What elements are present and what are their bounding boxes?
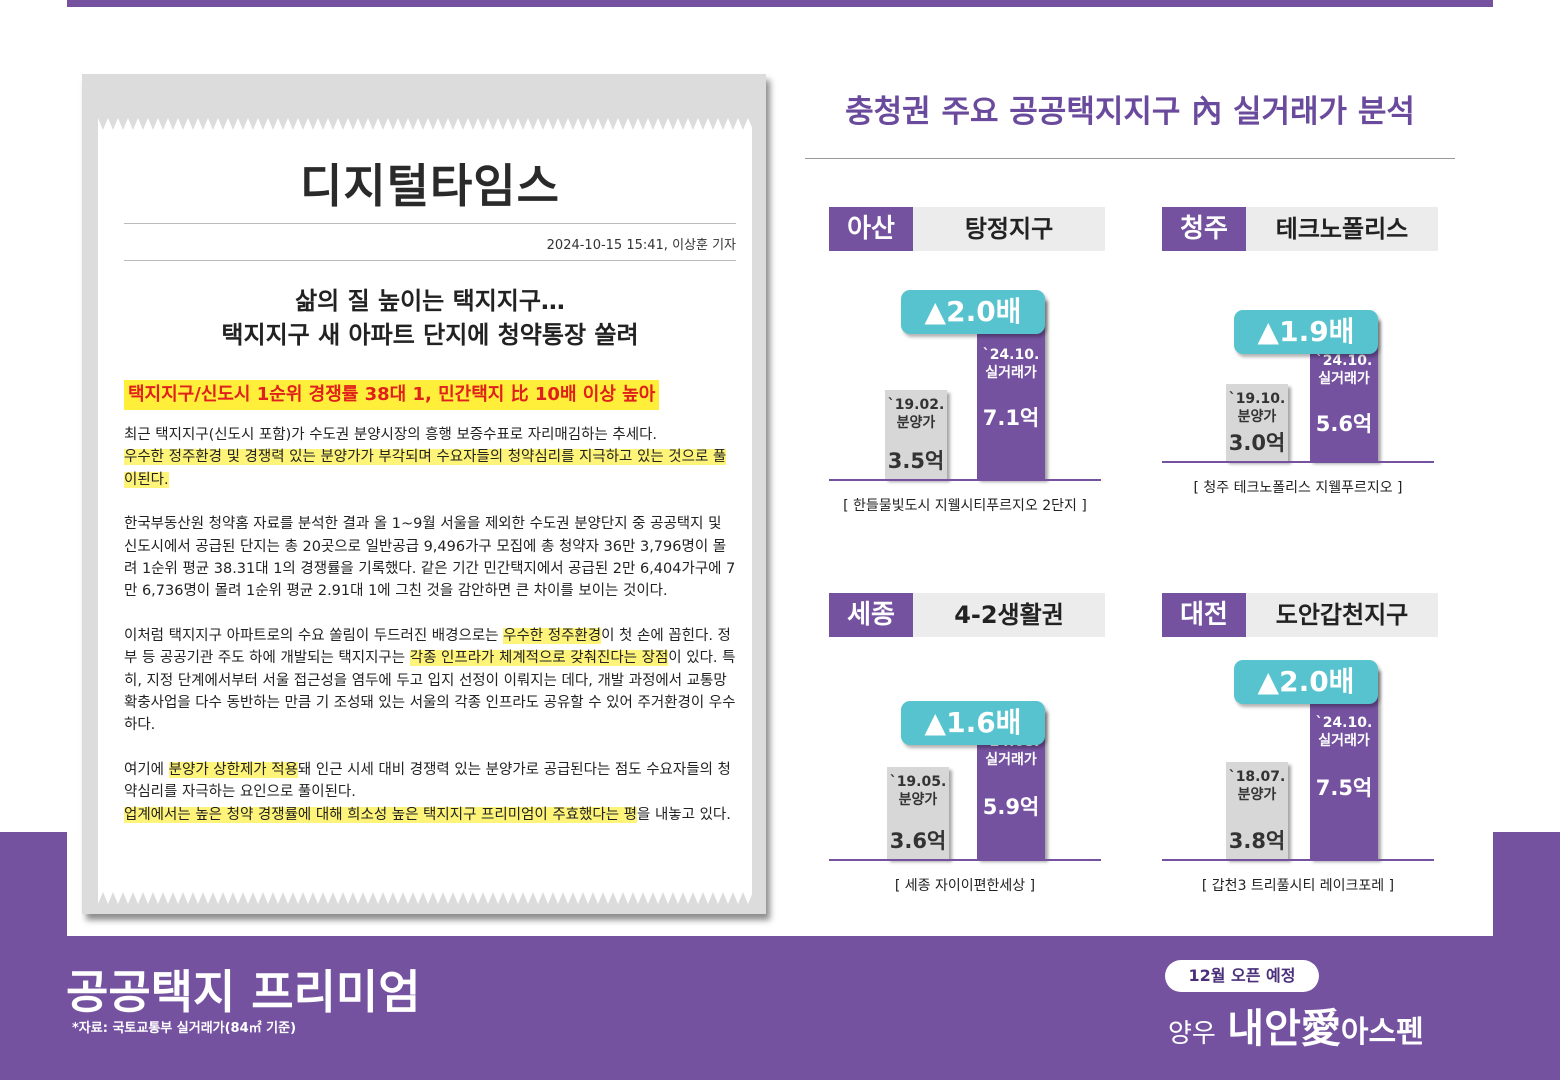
- article-paragraph-1: 최근 택지지구(신도시 포함)가 수도권 분양시장의 흥행 보증수표로 자리매김…: [124, 427, 727, 488]
- increase-ratio-badge: ▲2.0배: [901, 290, 1045, 334]
- transaction-date: `24.10.: [1315, 353, 1373, 369]
- article-paragraph-3: 이처럼 택지지구 아파트로의 수요 쏠림이 두드러진 배경으로는 우수한 정주환…: [124, 627, 736, 734]
- presale-value: 3.6억: [889, 829, 947, 853]
- location-tag: 세종 4-2생활권: [829, 593, 1105, 637]
- city-label: 아산: [829, 207, 913, 251]
- highlight: 우수한 정주환경: [503, 627, 602, 644]
- presale-label: 분양가: [898, 792, 938, 808]
- headline-line-1: 삶의 질 높이는 택지지구…: [295, 287, 565, 315]
- chart-baseline: [829, 479, 1101, 481]
- presale-value: 3.8억: [1228, 829, 1286, 853]
- article-subhead: 택지지구/신도시 1순위 경쟁률 38대 1, 민간택지 比 10배 이상 높아: [124, 380, 660, 410]
- byline-rule-bottom: [124, 260, 736, 261]
- presale-label: 분양가: [1237, 409, 1277, 425]
- presale-price-bar: `19.02. 분양가 3.5억: [885, 390, 947, 479]
- increase-ratio-badge: ▲1.6배: [901, 701, 1045, 745]
- open-date-badge: 12월 오픈 예정: [1165, 960, 1319, 992]
- location-tag: 아산 탕정지구: [829, 207, 1105, 251]
- transaction-label: 실거래가: [1318, 733, 1370, 749]
- price-card-daejeon: 대전 도안갑천지구 `18.07. 분양가 3.8억 `24.10. 실거래가 …: [1162, 593, 1442, 923]
- highlight: 업계에서는 높은 청약 경쟁률에 대해 희소성 높은 택지지구 프리미엄이 주효…: [124, 806, 637, 823]
- district-label: 4-2생활권: [954, 601, 1064, 629]
- highlight: 분양가 상한제가 적용: [168, 761, 298, 778]
- newspaper-logo: 디지털타임스: [300, 159, 560, 213]
- section-rule: [805, 158, 1455, 159]
- chart-baseline: [1162, 859, 1434, 861]
- presale-value: 3.5억: [887, 449, 945, 473]
- transaction-date: `24.10.: [1315, 715, 1373, 731]
- chart-baseline: [1162, 461, 1434, 463]
- zigzag-edge-bottom: [98, 890, 752, 904]
- price-card-cheongju: 청주 테크노폴리스 `19.10. 분양가 3.0억 `24.10. 실거래가 …: [1162, 207, 1442, 537]
- highlight: 각종 인프라가 체계적으로 갖춰진다는 장점: [409, 650, 669, 667]
- city-label: 청주: [1162, 207, 1246, 251]
- presale-date: `19.02.: [887, 397, 945, 413]
- chart-baseline: [829, 859, 1101, 861]
- article-paragraph-2: 한국부동산원 청약홈 자료를 분석한 결과 올 1~9월 서울을 제외한 수도권…: [124, 516, 736, 600]
- location-tag: 대전 도안갑천지구: [1162, 593, 1438, 637]
- complex-caption: [ 청주 테크노폴리스 지웰푸르지오 ]: [1193, 480, 1403, 496]
- presale-date: `19.05.: [889, 774, 947, 790]
- complex-caption: [ 세종 자이이편한세상 ]: [894, 878, 1036, 894]
- transaction-label: 실거래가: [985, 752, 1037, 768]
- article-headline: 삶의 질 높이는 택지지구… 택지지구 새 아파트 단지에 청약통장 쏠려: [124, 284, 736, 352]
- transaction-value: 5.9억: [982, 795, 1040, 819]
- transaction-label: 실거래가: [985, 365, 1037, 381]
- article-body: 최근 택지지구(신도시 포함)가 수도권 분양시장의 흥행 보증수표로 자리매김…: [124, 424, 736, 826]
- location-tag: 청주 테크노폴리스: [1162, 207, 1438, 251]
- price-card-sejong: 세종 4-2생활권 `19.05. 분양가 3.6억 `24.08. 실거래가 …: [829, 593, 1109, 923]
- brand-logo: 양우 내안愛아스펜: [1168, 1006, 1424, 1052]
- zigzag-edge-top: [98, 118, 752, 132]
- footer-title: 공공택지 프리미엄: [66, 965, 421, 1019]
- headline-line-2: 택지지구 새 아파트 단지에 청약통장 쏠려: [221, 321, 639, 349]
- presale-date: `18.07.: [1228, 769, 1286, 785]
- district-label: 도안갑천지구: [1275, 601, 1409, 629]
- transaction-value: 7.1억: [982, 406, 1040, 430]
- footer-source-note: *자료: 국토교통부 실거래가(84㎡ 기준): [72, 1021, 297, 1036]
- presale-price-bar: `19.05. 분양가 3.6억: [887, 767, 949, 859]
- highlight: 우수한 정주환경 및 경쟁력 있는 분양가가 부각되며 수요자들의 청약심리를 …: [124, 449, 727, 488]
- presale-value: 3.0억: [1228, 431, 1286, 455]
- presale-price-bar: `18.07. 분양가 3.8억: [1226, 762, 1288, 859]
- presale-label: 분양가: [1237, 787, 1277, 803]
- byline-rule-top: [124, 223, 736, 224]
- city-label: 대전: [1162, 593, 1246, 637]
- transaction-date: `24.10.: [982, 347, 1040, 363]
- price-card-asan: 아산 탕정지구 `19.02. 분양가 3.5억 `24.10. 실거래가 7.…: [829, 207, 1109, 537]
- transaction-value: 7.5억: [1315, 776, 1373, 800]
- presale-price-bar: `19.10. 분양가 3.0억: [1226, 384, 1288, 461]
- transaction-label: 실거래가: [1318, 371, 1370, 387]
- article-paragraph-4: 여기에 분양가 상한제가 적용돼 인근 시세 대비 경쟁력 있는 분양가로 공급…: [124, 761, 731, 801]
- complex-caption: [ 갑천3 트리풀시티 레이크포레 ]: [1201, 878, 1395, 894]
- presale-date: `19.10.: [1228, 391, 1286, 407]
- article-paragraph-5: 업계에서는 높은 청약 경쟁률에 대해 희소성 높은 택지지구 프리미엄이 주효…: [124, 806, 731, 823]
- article-byline: 2024-10-15 15:41, 이상훈 기자: [546, 238, 736, 253]
- presale-label: 분양가: [896, 415, 936, 431]
- transaction-value: 5.6억: [1315, 412, 1373, 436]
- increase-ratio-badge: ▲1.9배: [1234, 310, 1378, 354]
- district-label: 탕정지구: [964, 215, 1054, 243]
- city-label: 세종: [829, 593, 913, 637]
- top-accent-bar: [67, 0, 1493, 7]
- district-label: 테크노폴리스: [1275, 215, 1409, 243]
- increase-ratio-badge: ▲2.0배: [1234, 660, 1378, 704]
- complex-caption: [ 한들물빛도시 지웰시티푸르지오 2단지 ]: [843, 498, 1087, 514]
- section-title: 충청권 주요 공공택지지구 內 실거래가 분석: [845, 94, 1415, 130]
